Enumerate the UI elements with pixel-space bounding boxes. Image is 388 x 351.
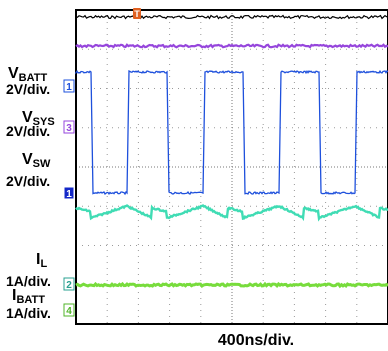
vsys-trace bbox=[75, 43, 388, 49]
ibatt-trace bbox=[75, 281, 388, 289]
label-vsw: VSW 2V/div. bbox=[6, 151, 51, 189]
label-vsys: VSYS 2V/div. bbox=[6, 109, 55, 139]
waveform-traces bbox=[75, 14, 388, 289]
vsw-scale: 2V/div. bbox=[6, 173, 50, 189]
channel-markers: 1 3 1 2 4 bbox=[63, 79, 75, 317]
label-vbatt: VBATT 2V/div. bbox=[6, 65, 50, 97]
svg-text:IBATT: IBATT bbox=[12, 287, 45, 306]
ibatt-marker-box bbox=[63, 303, 75, 317]
vbatt-name-main: V bbox=[8, 65, 19, 82]
svg-text:VSYS: VSYS bbox=[22, 109, 55, 128]
graticule bbox=[75, 9, 388, 325]
vsys-name-main: V bbox=[22, 109, 33, 126]
vsw-marker-number: 1 bbox=[66, 189, 72, 200]
il-name-main: I bbox=[36, 251, 40, 268]
svg-text:IL: IL bbox=[36, 251, 47, 270]
vsw-trace bbox=[75, 69, 388, 196]
label-il: IL 1A/div. bbox=[6, 251, 51, 289]
vsys-marker-number: 3 bbox=[66, 123, 72, 134]
svg-text:VSW: VSW bbox=[22, 151, 51, 170]
ibatt-name-main: I bbox=[12, 287, 16, 304]
ibatt-name-sub: BATT bbox=[16, 294, 45, 306]
ibatt-marker-number: 4 bbox=[66, 306, 72, 317]
svg-text:VBATT: VBATT bbox=[8, 65, 47, 84]
vsys-marker-box bbox=[63, 120, 75, 134]
vbatt-scale: 2V/div. bbox=[6, 81, 50, 97]
vbatt-marker-number: 1 bbox=[66, 82, 72, 93]
vbatt-name-sub: BATT bbox=[19, 72, 48, 84]
il-scale: 1A/div. bbox=[6, 273, 51, 289]
trigger-marker: T bbox=[133, 8, 141, 19]
trigger-marker-label: T bbox=[134, 9, 140, 19]
vsys-scale: 2V/div. bbox=[6, 123, 50, 139]
vsw-name-main: V bbox=[22, 151, 33, 168]
vsw-name-sub: SW bbox=[33, 158, 51, 170]
vsw-marker-box bbox=[63, 186, 75, 200]
il-name-sub: L bbox=[40, 258, 47, 270]
vbatt-trace bbox=[75, 14, 388, 20]
label-ibatt: IBATT 1A/div. bbox=[6, 287, 51, 321]
il-trace bbox=[75, 204, 388, 222]
il-marker-number: 2 bbox=[66, 280, 72, 291]
vsys-name-sub: SYS bbox=[33, 116, 55, 128]
vbatt-marker-box bbox=[63, 79, 75, 93]
il-marker-box bbox=[63, 277, 75, 291]
plot-frame bbox=[75, 9, 388, 325]
x-axis-label: 400ns/div. bbox=[218, 332, 294, 349]
ibatt-scale: 1A/div. bbox=[6, 305, 51, 321]
